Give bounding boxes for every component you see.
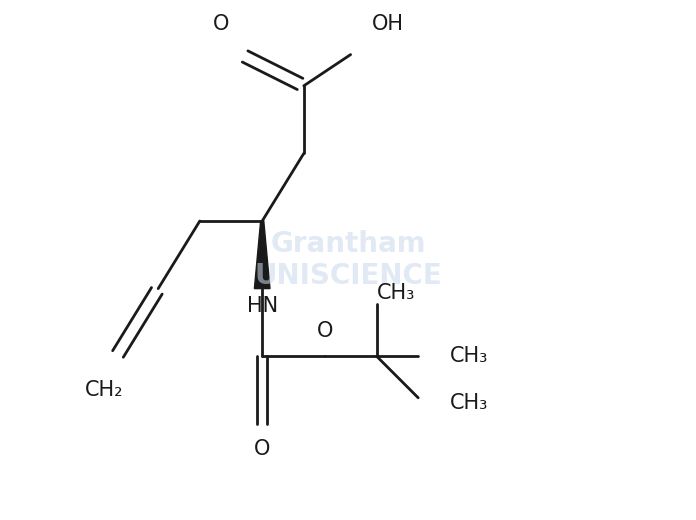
Text: OH: OH xyxy=(372,14,404,34)
Polygon shape xyxy=(255,221,270,289)
Text: CH₃: CH₃ xyxy=(377,283,415,303)
Text: CH₃: CH₃ xyxy=(450,393,488,413)
Text: O: O xyxy=(212,14,229,34)
Text: Grantham
UNISCIENCE: Grantham UNISCIENCE xyxy=(254,230,442,290)
Text: HN: HN xyxy=(246,296,278,316)
Text: CH₂: CH₂ xyxy=(86,380,124,399)
Text: CH₃: CH₃ xyxy=(450,346,488,366)
Text: O: O xyxy=(254,439,270,459)
Text: O: O xyxy=(317,321,333,341)
